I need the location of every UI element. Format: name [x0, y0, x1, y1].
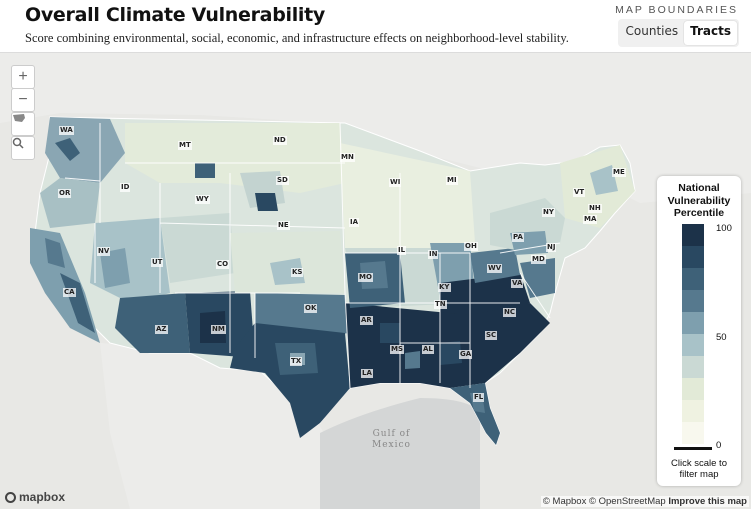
- state-label: LA: [361, 369, 373, 378]
- state-label: NY: [542, 208, 555, 217]
- state-label: ME: [612, 168, 626, 177]
- state-label: OH: [464, 242, 478, 251]
- map-boundaries-label: MAP BOUNDARIES: [615, 4, 738, 16]
- state-label: VA: [511, 279, 524, 288]
- state-label: UT: [151, 258, 164, 267]
- state-label: IA: [349, 218, 360, 227]
- state-label: WY: [195, 195, 210, 204]
- boundary-toggle: Counties Tracts: [617, 19, 739, 47]
- state-label: GA: [459, 350, 473, 359]
- legend-swatch[interactable]: [682, 400, 704, 422]
- legend-swatch[interactable]: [682, 268, 704, 290]
- state-label: OR: [58, 189, 72, 198]
- state-label: TN: [434, 300, 447, 309]
- osm-attribution-link[interactable]: © OpenStreetMap: [588, 496, 666, 507]
- state-label: SD: [276, 176, 289, 185]
- state-label: FL: [473, 393, 485, 402]
- plus-icon: +: [18, 68, 28, 85]
- state-label: KS: [291, 268, 304, 277]
- state-label: WI: [389, 178, 402, 187]
- state-label: MN: [340, 153, 355, 162]
- state-label: NM: [211, 325, 226, 334]
- legend-swatch[interactable]: [682, 290, 704, 312]
- state-label: AL: [422, 345, 434, 354]
- counties-button[interactable]: Counties: [625, 24, 679, 38]
- state-label: NC: [503, 308, 516, 317]
- state-label: OK: [304, 304, 318, 313]
- state-label: VT: [573, 188, 586, 197]
- state-label: ID: [120, 183, 131, 192]
- legend-swatch[interactable]: [682, 378, 704, 400]
- search-button[interactable]: [11, 136, 35, 160]
- state-label: MT: [178, 141, 192, 150]
- legend-swatch[interactable]: [682, 312, 704, 334]
- search-icon: [12, 137, 24, 149]
- legend-swatch[interactable]: [682, 334, 704, 356]
- legend-color-scale[interactable]: [682, 224, 704, 444]
- map-canvas[interactable]: + − WA MT ND MN ME OR ID SD WI MI VT NH …: [0, 53, 751, 509]
- improve-map-link[interactable]: Improve this map: [668, 496, 747, 507]
- legend-swatch[interactable]: [682, 356, 704, 378]
- zoom-in-button[interactable]: +: [11, 65, 35, 89]
- page-title: Overall Climate Vulnerability: [25, 4, 326, 26]
- state-label: WA: [59, 126, 74, 135]
- legend-title: National Vulnerability Percentile: [667, 182, 731, 219]
- usa-map-icon: [13, 114, 25, 122]
- state-label: IN: [428, 250, 439, 259]
- state-label: TX: [290, 357, 303, 366]
- state-label: WV: [487, 264, 503, 273]
- state-label: AZ: [155, 325, 168, 334]
- page-subtitle: Score combining environmental, social, e…: [25, 31, 569, 45]
- tracts-button[interactable]: Tracts: [684, 21, 737, 45]
- state-label: MD: [531, 255, 546, 264]
- legend-tick-0: 0: [716, 440, 722, 451]
- legend[interactable]: National Vulnerability Percentile 100 50…: [657, 176, 741, 486]
- legend-swatch[interactable]: [682, 224, 704, 246]
- legend-swatch[interactable]: [682, 246, 704, 268]
- state-label: KY: [438, 283, 451, 292]
- state-label: MI: [446, 176, 458, 185]
- legend-tick-100: 100: [716, 223, 732, 234]
- state-label: NJ: [546, 243, 557, 252]
- attribution: © Mapbox © OpenStreetMap Improve this ma…: [540, 496, 749, 507]
- mapbox-logo-icon: [5, 491, 16, 503]
- state-label: NV: [97, 247, 111, 256]
- state-label: PA: [512, 233, 524, 242]
- state-label: MS: [390, 345, 405, 354]
- state-label: CA: [63, 288, 76, 297]
- state-label: ND: [273, 136, 287, 145]
- legend-note: Click scale to filter map: [671, 458, 727, 480]
- legend-filter-handle[interactable]: [674, 447, 712, 450]
- legend-tick-50: 50: [716, 332, 727, 343]
- basemap: [0, 53, 751, 509]
- state-label: NH: [588, 204, 602, 213]
- gulf-of-mexico-label: Gulf of Mexico: [372, 429, 411, 450]
- zoom-out-button[interactable]: −: [11, 88, 35, 112]
- state-label: NE: [277, 221, 290, 230]
- state-label: SC: [485, 331, 498, 340]
- state-label: CO: [216, 260, 230, 269]
- mapbox-attribution-link[interactable]: © Mapbox: [542, 496, 587, 507]
- state-label: IL: [397, 246, 407, 255]
- header: Overall Climate Vulnerability Score comb…: [0, 0, 751, 53]
- reset-view-button[interactable]: [11, 112, 35, 136]
- state-label: MO: [358, 273, 373, 282]
- legend-swatch[interactable]: [682, 422, 704, 444]
- mapbox-logo[interactable]: mapbox: [5, 490, 65, 504]
- minus-icon: −: [18, 91, 28, 108]
- state-label: AR: [360, 316, 373, 325]
- state-label: MA: [583, 215, 598, 224]
